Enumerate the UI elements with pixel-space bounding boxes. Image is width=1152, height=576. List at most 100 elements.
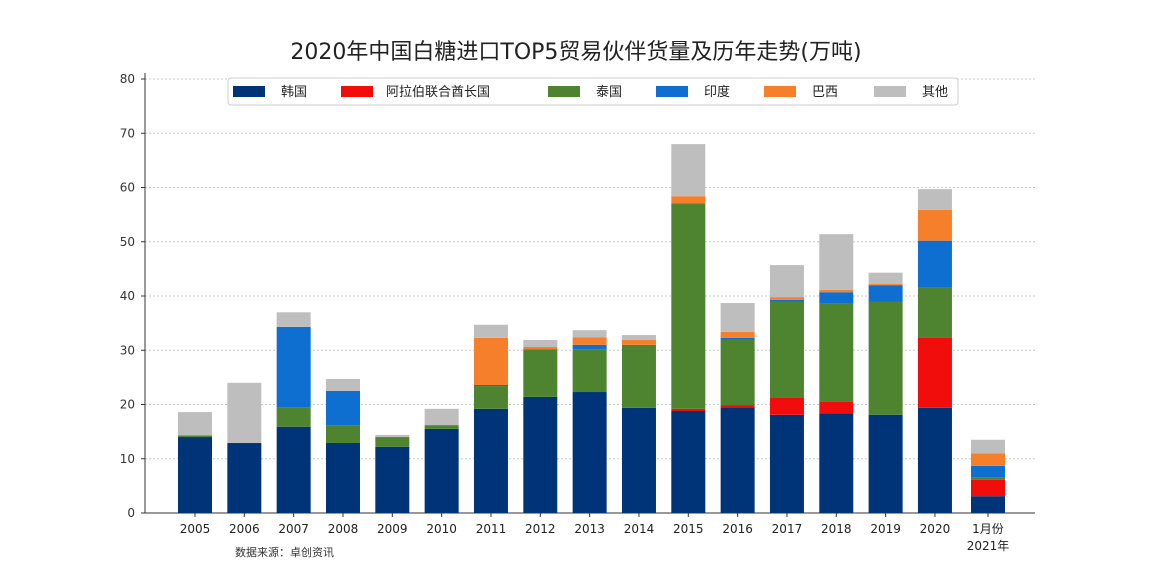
bar-segment-11-印度 [720,337,755,340]
x-tick-label: 2014 [624,522,655,536]
x-tick-label: 2021年 [967,539,1010,553]
bar-segment-15-泰国 [917,287,952,338]
legend-label: 韩国 [281,85,307,100]
y-tick-label: 0 [127,506,135,520]
x-tick-label: 1月份 [972,522,1004,536]
bar-segment-8-泰国 [572,349,607,393]
bar-segment-5-韩国 [424,428,459,513]
bar-segment-15-阿拉伯联合酋长国 [917,337,952,408]
bar-segment-11-泰国 [720,339,755,406]
x-tick-label: 2005 [180,522,211,536]
bar-segment-14-印度 [868,285,903,302]
bar-segment-12-巴西 [769,297,804,300]
bar-segment-15-巴西 [917,209,952,241]
y-tick-label: 50 [120,235,135,249]
bar-segment-7-巴西 [523,346,558,350]
bar-segment-6-泰国 [473,386,508,409]
bar-segment-6-印度 [473,384,508,387]
bar-segment-3-其他 [325,379,360,391]
bar-segment-8-巴西 [572,337,607,345]
bar-segment-15-印度 [917,240,952,288]
x-tick-label: 2019 [870,522,901,536]
bar-segment-16-印度 [971,465,1005,478]
y-tick-label: 70 [120,126,135,140]
bar-segment-0-其他 [178,412,212,436]
y-tick-label: 40 [120,289,135,303]
x-tick-label: 2007 [278,522,309,536]
bar-segment-13-阿拉伯联合酋长国 [819,401,854,414]
bar-segment-11-阿拉伯联合酋长国 [720,405,755,408]
y-tick-label: 80 [120,72,135,86]
bar-segment-13-泰国 [819,303,854,402]
bar-segment-14-泰国 [868,301,903,415]
source-note: 数据来源：卓创资讯 [235,546,334,559]
bar-segment-13-印度 [819,292,854,304]
bar-segment-9-韩国 [621,407,656,513]
bar-segment-13-其他 [819,234,854,291]
bar-segment-14-韩国 [868,414,903,513]
bar-segment-16-泰国 [971,477,1005,480]
x-tick-label: 2013 [574,522,605,536]
bar-segment-13-韩国 [819,413,854,513]
y-tick-label: 30 [120,343,135,357]
chart-title: 2020年中国白糖进口TOP5贸易伙伴货量及历年走势(万吨) [290,40,862,65]
bar-segment-7-其他 [523,339,558,347]
legend-swatch-韩国 [233,86,265,97]
bar-segment-3-韩国 [325,443,360,513]
bar-segment-8-印度 [572,344,607,350]
legend-swatch-巴西 [764,86,796,97]
bar-segment-13-巴西 [819,290,854,293]
bar-segment-16-巴西 [971,453,1005,466]
legend-swatch-阿拉伯联合酋长国 [341,86,373,97]
bar-segment-10-泰国 [671,203,706,409]
bar-segment-3-泰国 [325,425,360,444]
bar-segment-5-其他 [424,408,459,426]
bar-segment-4-韩国 [375,446,410,513]
bar-segment-16-韩国 [971,496,1005,513]
legend-label: 巴西 [812,85,838,100]
bar-segment-16-阿拉伯联合酋长国 [971,479,1005,497]
legend [227,77,959,106]
bar-segment-2-泰国 [276,407,311,427]
legend-swatch-其他 [874,86,906,97]
bar-segment-12-印度 [769,299,804,302]
legend-swatch-印度 [656,86,688,97]
y-tick-label: 20 [120,398,135,412]
bar-segment-15-韩国 [917,407,952,513]
bar-segment-9-其他 [621,335,656,340]
bar-segment-0-泰国 [178,435,212,438]
bar-segment-10-韩国 [671,411,706,513]
bar-segment-2-韩国 [276,426,311,513]
bar-segment-11-韩国 [720,407,755,513]
x-tick-label: 2008 [328,522,359,536]
legend-label: 其他 [922,85,948,100]
bar-segment-11-其他 [720,303,755,332]
bar-segment-2-印度 [276,326,311,408]
legend-label: 阿拉伯联合酋长国 [386,84,490,100]
bar-segment-12-阿拉伯联合酋长国 [769,397,804,415]
x-tick-label: 2020 [920,522,951,536]
bar-segment-2-其他 [276,312,311,327]
legend-label: 泰国 [596,85,622,100]
x-tick-label: 2010 [426,522,457,536]
bar-segment-6-巴西 [473,337,508,385]
x-tick-label: 2009 [377,522,408,536]
bar-segment-10-巴西 [671,196,706,204]
bar-segment-8-其他 [572,330,607,338]
y-tick-label: 60 [120,181,135,195]
x-tick-label: 2016 [722,522,753,536]
bar-segment-15-其他 [917,189,952,210]
bar-segment-6-其他 [473,324,508,338]
bar-segment-9-巴西 [621,339,656,345]
bar-segment-5-泰国 [424,425,459,429]
bar-segment-6-韩国 [473,408,508,513]
bar-segment-9-泰国 [621,344,656,408]
bar-segment-12-泰国 [769,301,804,398]
bar-segment-12-其他 [769,265,804,298]
bar-segment-0-韩国 [178,437,212,513]
legend-label: 印度 [704,84,730,100]
bar-segment-14-其他 [868,272,903,285]
bar-segment-4-泰国 [375,437,410,447]
x-tick-label: 2006 [229,522,260,536]
